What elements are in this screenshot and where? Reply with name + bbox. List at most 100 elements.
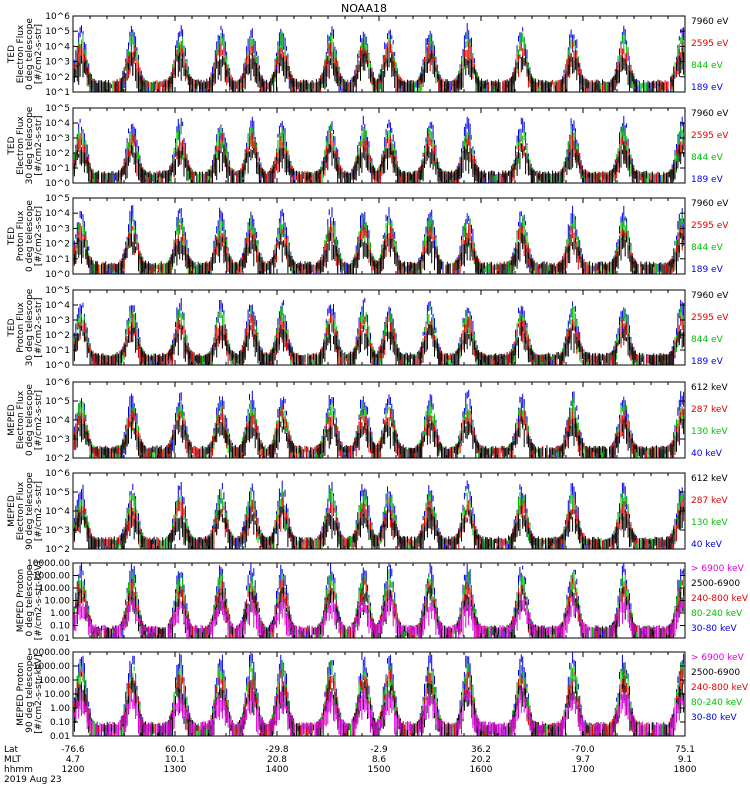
y-tick-label: 10^3	[45, 526, 70, 536]
y-tick-label: 1.00	[50, 704, 70, 714]
y-tick-label: 10^4	[45, 416, 70, 426]
y-tick-label: 10^0	[45, 270, 70, 280]
panel-data	[73, 23, 685, 92]
x-tick-label: 1400	[266, 765, 289, 775]
legend-entry: 7960 eV	[691, 17, 729, 27]
y-tick-label: 10^5	[45, 194, 70, 204]
legend-entry: 612 keV	[691, 474, 728, 484]
panel-data	[73, 205, 685, 274]
y-tick-label: 10^6	[45, 12, 70, 22]
x-tick-label: 1600	[470, 765, 493, 775]
series-trace-1	[73, 687, 685, 736]
x-tick-label: 1800	[674, 765, 697, 775]
x-tick-label: 4.7	[66, 755, 80, 765]
legend-entry: 2595 eV	[691, 39, 729, 49]
x-axis-row-label: Lat	[4, 745, 19, 755]
y-tick-label: 10^2	[45, 331, 70, 341]
y-tick-label: 10^4	[45, 507, 70, 517]
y-tick-label: 0.01	[50, 732, 70, 742]
y-tick-label: 10^1	[45, 164, 70, 174]
series-trace-1	[73, 230, 685, 274]
y-axis-label-line: 90 deg telescope	[25, 655, 35, 733]
legend-entry: 80-240 keV	[691, 698, 743, 708]
x-axis-row-label: MLT	[4, 755, 22, 765]
legend-entry: 189 eV	[691, 265, 724, 275]
legend-entry: 7960 eV	[691, 291, 729, 301]
series-trace-1	[73, 322, 685, 365]
y-tick-label: 10^1	[45, 255, 70, 265]
y-tick-label: 10^4	[45, 209, 70, 219]
y-tick-label: 100.00	[39, 676, 71, 686]
legend-entry: 844 eV	[691, 153, 724, 163]
y-axis-label-line: Proton Flux	[16, 302, 26, 353]
legend-entry: 287 keV	[691, 405, 728, 415]
y-axis-label-line: Proton Flux	[16, 210, 26, 261]
y-axis-label-line: 30 deg telescope	[25, 106, 35, 184]
x-tick-label: -76.6	[61, 745, 85, 755]
legend-entry: 189 eV	[691, 357, 724, 367]
y-tick-label: 10^3	[45, 58, 70, 68]
y-tick-label: 10^5	[45, 488, 70, 498]
y-tick-label: 100.00	[39, 584, 71, 594]
series-trace-1	[73, 140, 685, 183]
series-trace-1	[73, 594, 685, 638]
y-axis-label-line: [#/cm2-s-str]	[34, 297, 44, 357]
x-tick-label: 20.2	[471, 755, 491, 765]
legend-entry: 130 keV	[691, 518, 728, 528]
y-tick-label: 10^0	[45, 179, 70, 189]
legend-entry: > 6900 keV	[691, 564, 745, 574]
y-axis-label-line: [#/cm2-s-str]	[34, 115, 44, 175]
y-tick-label: 10^4	[45, 42, 70, 52]
legend-entry: 7960 eV	[691, 199, 729, 209]
x-tick-label: 8.6	[372, 755, 387, 765]
panel-4: 10^0 10^1 10^2 10^3 10^4 10^5 TED Proton Flux 30…	[7, 286, 729, 371]
y-tick-label: 10^3	[45, 134, 70, 144]
figure-title: NOAA18	[341, 2, 387, 15]
y-tick-label: 10^6	[45, 378, 70, 388]
y-tick-label: 1.00	[50, 609, 70, 619]
x-tick-label: -29.8	[265, 745, 289, 755]
legend-entry: 844 eV	[691, 335, 724, 345]
y-tick-label: 10^2	[45, 454, 70, 464]
y-tick-label: 10^2	[45, 149, 70, 159]
y-axis-label-line: 0 deg telescope	[25, 200, 35, 272]
y-tick-label: 10^2	[45, 240, 70, 250]
panel-1: 10^1 10^2 10^3 10^4 10^5 10^6 TED Electron Flux…	[7, 12, 729, 98]
y-tick-label: 10^5	[45, 286, 70, 296]
legend-entry: > 6900 keV	[691, 653, 745, 663]
y-axis-label-line: [#/cm2-s-str]	[34, 481, 44, 541]
y-tick-label: 10^3	[45, 316, 70, 326]
y-tick-label: 1000.00	[33, 662, 70, 672]
legend-entry: 287 keV	[691, 496, 728, 506]
panel-8: 0.01 0.10 1.00 10.00 100.00 1000.00 10000.00ME…	[16, 648, 749, 742]
y-tick-label: 0.10	[50, 622, 70, 632]
y-tick-label: 10^3	[45, 435, 70, 445]
y-tick-label: 10^2	[45, 545, 70, 555]
panel-data	[73, 389, 685, 458]
panel-2: 10^0 10^1 10^2 10^3 10^4 10^5 TED Electron Flux…	[7, 104, 729, 189]
y-axis-label-line: [#/cm2-s-str]	[34, 24, 44, 84]
legend-entry: 40 keV	[691, 540, 723, 550]
y-tick-label: 10.00	[44, 690, 70, 700]
legend-entry: 7960 eV	[691, 109, 729, 119]
y-axis-label-line: 0 deg telescope	[25, 384, 35, 456]
x-tick-label: 9.1	[678, 755, 692, 765]
y-axis-label-line: [#/cm2-s-str-keV]	[34, 561, 44, 640]
x-axis-footer: LatMLThhmm-76.64.7120060.010.11300-29.82…	[4, 745, 697, 785]
legend-entry: 2500-6900	[691, 579, 740, 589]
y-axis-label-line: 0 deg telescope	[25, 18, 35, 90]
legend-entry: 2500-6900	[691, 668, 740, 678]
y-axis-label-line: TED	[7, 136, 17, 155]
legend-entry: 2595 eV	[691, 221, 729, 231]
x-tick-label: 1700	[572, 765, 595, 775]
legend-entry: 80-240 keV	[691, 609, 743, 619]
y-tick-label: 10^5	[45, 27, 70, 37]
y-axis-label-line: TED	[7, 227, 17, 246]
legend-entry: 844 eV	[691, 61, 724, 71]
legend-entry: 30-80 keV	[691, 713, 737, 723]
legend-entry: 2595 eV	[691, 313, 729, 323]
y-tick-label: 10^3	[45, 224, 70, 234]
legend-entry: 240-800 keV	[691, 683, 749, 693]
panel-data	[73, 652, 685, 736]
